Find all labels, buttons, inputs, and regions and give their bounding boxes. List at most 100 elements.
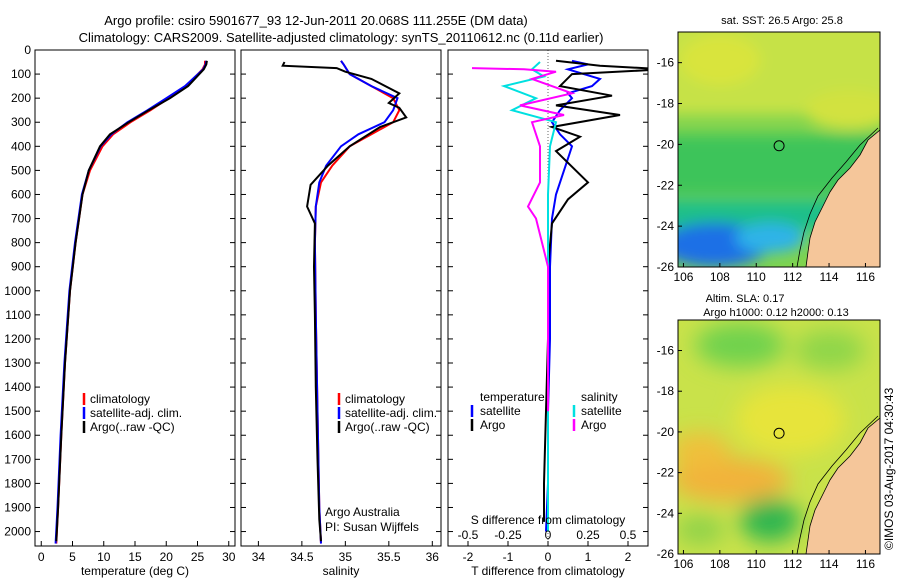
sla-argo-location <box>773 427 785 439</box>
difference-xtick-label: 0 <box>545 550 552 564</box>
depth-tick-label: 1000 <box>4 284 31 298</box>
difference-top-tick-label: 0 <box>545 528 552 542</box>
sla-map-ytick-label: -18 <box>657 384 675 398</box>
depth-tick-label: 700 <box>11 212 31 226</box>
sla-map-frame <box>677 319 881 555</box>
credit-line-2: PI: Susan Wijffels <box>325 520 419 534</box>
legend-s-argo-label: Argo <box>581 418 607 432</box>
depth-tick-label: 600 <box>11 187 31 201</box>
salinity-legend-label: satellite-adj. clim. <box>345 406 437 420</box>
sst-map-ytick-label: -20 <box>657 137 675 151</box>
sla-map-xtick-label: 110 <box>747 557 766 571</box>
salinity-line-argo <box>281 61 408 542</box>
sla-map-title-2: Argo h1000: 0.12 h2000: 0.13 <box>703 307 849 319</box>
sla-green-low-2 <box>678 515 725 545</box>
salinity-legend-label: climatology <box>345 392 405 406</box>
difference-xtick-label: 2 <box>625 550 632 564</box>
temperature-legend-label: satellite-adj. clim. <box>90 406 182 420</box>
depth-tick-label: 1800 <box>4 476 31 490</box>
sst-map-xtick-label: 116 <box>856 270 875 284</box>
sla-land <box>805 417 880 554</box>
difference-line-satellite <box>545 59 602 532</box>
depth-tick-label: 1900 <box>4 500 31 514</box>
depth-tick-label: 800 <box>11 236 31 250</box>
salinity-xtick-label: 35 <box>339 550 353 564</box>
sla-map-ytick-label: -24 <box>657 506 675 520</box>
sst-map-xtick-label: 114 <box>819 270 838 284</box>
difference-xlabel: T difference from climatology <box>471 564 625 578</box>
sst-map-ytick-label: -22 <box>657 178 675 192</box>
temperature-xlabel: temperature (deg C) <box>81 564 189 578</box>
sst-map-frame <box>677 31 881 268</box>
sla-map-xtick-label: 114 <box>819 557 838 571</box>
sst-map-ytick-label: -26 <box>657 260 675 274</box>
temperature-xtick-label: 10 <box>97 550 111 564</box>
sla-map-ytick-label: -22 <box>657 466 675 480</box>
depth-tick-label: 1200 <box>4 332 31 346</box>
difference-xtick-label: -1 <box>503 550 514 564</box>
legend-salinity-heading: salinity <box>581 390 618 404</box>
sst-map-ytick-label: -18 <box>657 97 675 111</box>
sla-map <box>678 320 880 554</box>
salinity-legend-label: Argo(..raw -QC) <box>345 420 430 434</box>
salinity-xtick-label: 35.5 <box>377 550 401 564</box>
salinity-xtick-label: 34.5 <box>290 550 314 564</box>
sst-warm-patch-east <box>805 90 880 130</box>
temperature-line-climatology <box>55 60 206 544</box>
depth-tick-label: 100 <box>11 67 31 81</box>
sla-map-xtick-label: 106 <box>673 557 693 571</box>
title-line-2: Climatology: CARS2009. Satellite-adjuste… <box>79 30 604 45</box>
difference-xlabel-top: S difference from climatology <box>471 513 626 527</box>
salinity-panel-frame <box>240 49 442 547</box>
sla-green-patch-2 <box>795 330 865 370</box>
legend-t-argo-label: Argo <box>480 418 506 432</box>
sla-green-low <box>740 498 800 542</box>
sst-land <box>805 129 880 267</box>
depth-tick-label: 1500 <box>4 404 31 418</box>
sla-yellow-patch <box>735 385 845 455</box>
depth-tick-label: 900 <box>11 260 31 274</box>
difference-line-sal_argo <box>471 67 576 412</box>
difference-top-tick-label: -0.25 <box>494 528 522 542</box>
legend-s-satellite-label: satellite <box>581 404 622 418</box>
difference-xtick-label: 1 <box>585 550 592 564</box>
sst-map-xtick-label: 112 <box>783 270 802 284</box>
sst-map-xtick-label: 106 <box>673 270 693 284</box>
sst-map-title: sat. SST: 26.5 Argo: 25.8 <box>721 15 843 27</box>
temperature-legend-label: climatology <box>90 392 150 406</box>
temperature-xtick-label: 0 <box>38 550 45 564</box>
sst-map <box>678 32 880 267</box>
sla-map-title-1: Altim. SLA: 0.17 <box>706 293 785 305</box>
sla-map-xtick-label: 108 <box>710 557 730 571</box>
sst-coastline-isobath <box>796 127 879 267</box>
salinity-xlabel: salinity <box>323 564 360 578</box>
depth-tick-label: 200 <box>11 91 31 105</box>
temperature-xtick-label: 25 <box>191 550 205 564</box>
difference-top-tick-label: 0.25 <box>576 528 600 542</box>
sla-orange-patch-2 <box>678 432 730 468</box>
depth-tick-label: 500 <box>11 163 31 177</box>
credit-line-1: Argo Australia <box>325 505 400 519</box>
depth-tick-label: 1400 <box>4 380 31 394</box>
sst-map-xtick-label: 110 <box>747 270 766 284</box>
depth-tick-label: 2000 <box>4 525 31 539</box>
sst-argo-location <box>773 140 785 152</box>
temperature-xtick-label: 30 <box>222 550 236 564</box>
depth-tick-label: 1700 <box>4 452 31 466</box>
salinity-line-climatology <box>313 60 401 544</box>
sst-warm-patch <box>680 35 760 85</box>
sst-map-ytick-label: -24 <box>657 219 675 233</box>
difference-line-argo <box>543 59 648 522</box>
difference-xtick-label: -2 <box>463 550 474 564</box>
sst-map-xtick-label: 108 <box>710 270 730 284</box>
legend-t-satellite-label: satellite <box>480 404 521 418</box>
sst-cold-patch-2 <box>735 223 805 253</box>
difference-top-tick-label: -0.5 <box>458 528 479 542</box>
salinity-line-satellite <box>313 60 399 544</box>
sla-orange-patch <box>678 458 790 502</box>
sst-map-ytick-label: -16 <box>657 56 675 70</box>
sla-map-ytick-label: -26 <box>657 547 675 561</box>
sla-green-patch <box>695 323 785 367</box>
sla-map-ytick-label: -20 <box>657 425 675 439</box>
depth-tick-label: 1600 <box>4 428 31 442</box>
